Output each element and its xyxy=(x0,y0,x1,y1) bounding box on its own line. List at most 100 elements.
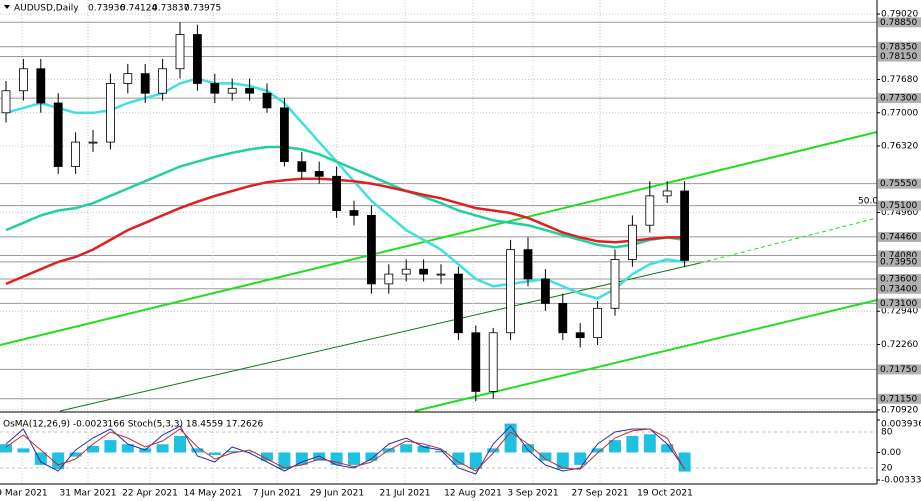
candle-body xyxy=(680,190,689,261)
y-tick-label: 0.76320 xyxy=(881,142,918,152)
level-label-box xyxy=(878,256,921,267)
osma-bar xyxy=(452,452,465,465)
osma-bar xyxy=(435,450,447,453)
oscillator-panel xyxy=(0,419,880,481)
candle-body xyxy=(192,34,202,84)
osma-bar xyxy=(487,448,500,453)
x-tick-label: 31 Mar 2021 xyxy=(59,489,116,499)
osma-bar xyxy=(313,452,326,461)
candle-body xyxy=(488,332,498,392)
fib-label: 50.0 xyxy=(858,197,878,207)
level-label-box xyxy=(878,393,921,404)
candle-body xyxy=(471,332,481,392)
candle-body xyxy=(279,107,289,163)
menu-arrow[interactable] xyxy=(4,5,10,9)
osma-bar xyxy=(278,452,291,469)
header-open: 0.73936 xyxy=(88,4,125,14)
level-label: 0.71150 xyxy=(880,394,917,404)
osma-bar xyxy=(121,444,134,453)
level-label: 0.78350 xyxy=(880,42,917,52)
level-label-box xyxy=(878,364,921,375)
candle-body xyxy=(401,268,411,275)
level-label: 0.74080 xyxy=(880,251,917,261)
level-label: 0.78150 xyxy=(880,52,917,62)
candle-body xyxy=(436,273,446,276)
candle-body xyxy=(210,83,220,94)
x-tick-label: 3 Sep 2021 xyxy=(507,489,558,499)
candle-body xyxy=(541,278,550,304)
candle-body xyxy=(349,210,359,216)
candle-body xyxy=(453,273,463,334)
candle-body xyxy=(36,68,46,104)
osma-bar xyxy=(661,444,674,453)
level-label: 0.73600 xyxy=(880,274,917,284)
x-tick-label: 29 Jun 2021 xyxy=(310,489,364,499)
osma-bar xyxy=(69,452,82,457)
candle-body xyxy=(610,259,620,309)
level-label-box xyxy=(878,51,921,62)
stoch-tick-label: 80 xyxy=(881,428,893,438)
level-label-box xyxy=(878,200,921,211)
osma-bar xyxy=(556,452,569,469)
candle-body xyxy=(523,249,533,280)
level-label-box xyxy=(878,178,921,189)
x-tick-label: 21 Jul 2021 xyxy=(380,489,431,499)
level-label: 0.73950 xyxy=(880,257,917,267)
candle-body xyxy=(158,68,168,94)
candle-body xyxy=(297,161,307,172)
osma-bar xyxy=(504,423,517,453)
y-tick-label: 0.72260 xyxy=(881,340,918,350)
level-label: 0.73100 xyxy=(880,299,917,309)
channel-mid-extension xyxy=(699,217,878,264)
y-tick-label: 0.77000 xyxy=(881,108,918,118)
osma-bar xyxy=(591,448,604,453)
osma-bar xyxy=(365,452,378,461)
moving-average xyxy=(5,145,685,249)
level-label: 0.75100 xyxy=(880,201,917,211)
level-label-box xyxy=(878,17,921,28)
level-label-box xyxy=(878,231,921,242)
osma-bar xyxy=(87,445,99,453)
level-label: 0.77300 xyxy=(880,94,917,104)
candle-body xyxy=(106,83,115,143)
candle-body xyxy=(1,90,11,114)
x-tick-label: 12 Aug 2021 xyxy=(444,489,502,499)
y-tick-label: 0.74960 xyxy=(881,208,918,218)
osma-bar xyxy=(348,452,360,465)
y-tick-label: 0.70920 xyxy=(881,406,918,416)
osma-bar xyxy=(574,452,587,465)
candle-body xyxy=(140,73,150,94)
candle-body xyxy=(558,303,568,334)
candle-body xyxy=(332,175,342,211)
oscillator-label: OsMA(12,26,9) -0.0023166 Stoch(5,3,3) 18… xyxy=(3,420,263,430)
stoch-tick-label: 20 xyxy=(881,464,893,474)
osma-bar xyxy=(678,452,691,472)
osma-bar xyxy=(17,448,30,453)
candle-body xyxy=(419,268,429,275)
level-label: 0.73400 xyxy=(880,284,917,294)
osma-bar xyxy=(0,444,12,453)
candle-body xyxy=(53,102,63,167)
candle-body xyxy=(628,224,637,260)
osma-bar xyxy=(469,452,482,469)
x-tick-label: 19 Oct 2021 xyxy=(637,489,693,499)
osma-bar xyxy=(52,452,65,469)
osma-bar xyxy=(626,435,639,453)
candle-body xyxy=(384,273,394,285)
osma-bar xyxy=(104,440,117,453)
osma-bar xyxy=(261,452,273,461)
y-tick-label: 0.79020 xyxy=(881,10,918,20)
candle-body xyxy=(506,249,516,334)
stoch-line xyxy=(5,425,686,475)
level-label-box xyxy=(878,250,921,261)
y-tick-label: 0.77680 xyxy=(881,75,918,85)
osma-bar xyxy=(174,435,186,453)
y-tick-label: 0.72940 xyxy=(881,307,918,317)
candle-body xyxy=(575,332,585,339)
channel-upper xyxy=(0,131,878,346)
channel-lower xyxy=(414,299,878,412)
level-label-box xyxy=(878,273,921,284)
osma-bar xyxy=(609,440,621,453)
